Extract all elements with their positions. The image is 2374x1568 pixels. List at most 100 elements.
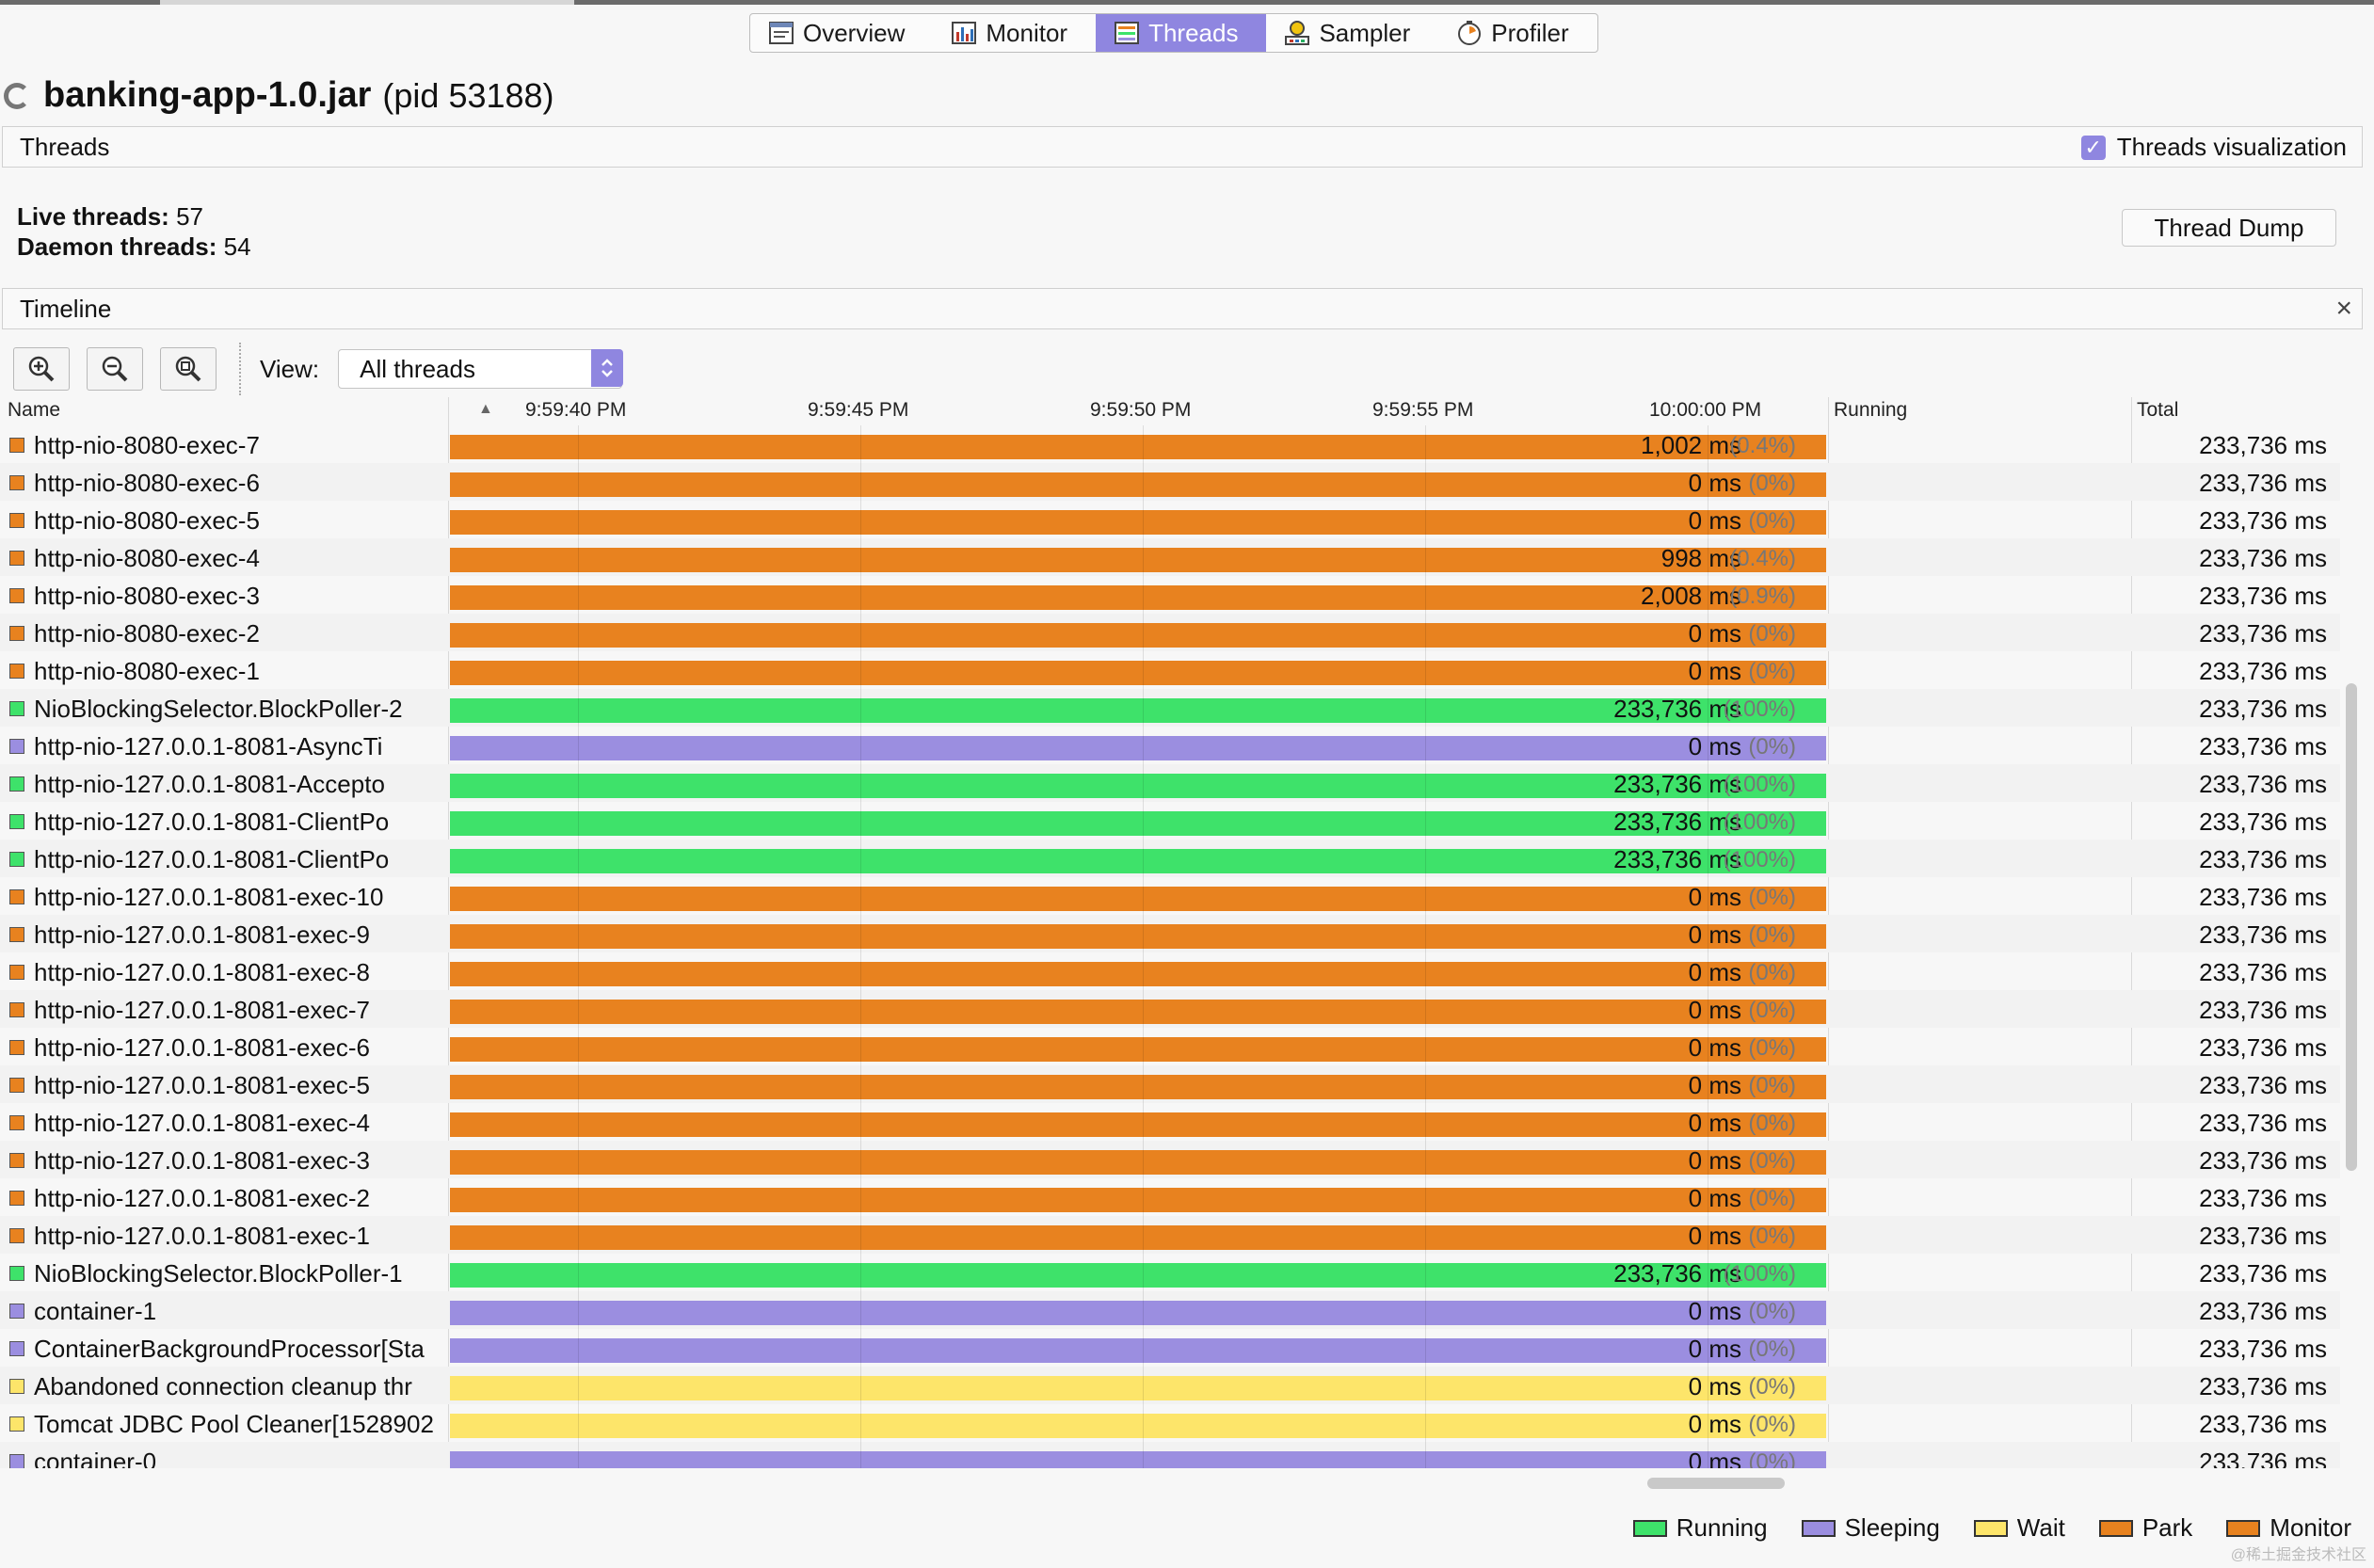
vertical-scrollbar-thumb[interactable] [2346, 683, 2357, 1171]
thread-state-swatch [9, 1379, 24, 1394]
app-pid: (pid 53188) [382, 75, 554, 115]
running-time: 998 ms [1660, 544, 1741, 572]
thread-state-swatch [9, 927, 24, 942]
thread-name: http-nio-127.0.0.1-8081-exec-6 [34, 1033, 371, 1062]
total-time: 233,736 ms [2199, 1109, 2327, 1137]
thread-row[interactable]: container-1 0 ms (0%) 233,736 ms [0, 1291, 2340, 1329]
running-time: 0 ms [1688, 1410, 1741, 1438]
tab-label: Overview [803, 18, 906, 47]
daemon-threads-stat: Daemon threads: 54 [17, 232, 251, 262]
thread-name: http-nio-127.0.0.1-8081-AsyncTi [34, 732, 383, 760]
view-select[interactable]: All threads [338, 349, 624, 389]
thread-row[interactable]: Tomcat JDBC Pool Cleaner[1528902 0 ms (0%)… [0, 1404, 2340, 1442]
running-time: 0 ms [1688, 1109, 1741, 1137]
running-percent: (100%) [1723, 847, 1796, 872]
running-percent: (0%) [1748, 998, 1796, 1023]
thread-state-bar [450, 962, 1826, 986]
time-tick-label: 9:59:45 PM [808, 399, 909, 421]
running-time: 0 ms [1688, 506, 1741, 535]
thread-row[interactable]: http-nio-8080-exec-2 0 ms (0%) 233,736 ms [0, 614, 2340, 651]
zoom-out-button[interactable] [87, 347, 143, 391]
thread-state-swatch [9, 701, 24, 716]
thread-row[interactable]: http-nio-127.0.0.1-8081-exec-7 0 ms (0%) 23… [0, 990, 2340, 1028]
thread-state-bar [450, 1414, 1826, 1438]
thread-state-swatch [9, 889, 24, 904]
legend-swatch [2226, 1519, 2261, 1537]
time-tick-label: 9:59:40 PM [525, 399, 627, 421]
running-percent: (0%) [1748, 734, 1796, 760]
running-percent: (100%) [1723, 809, 1796, 835]
thread-row[interactable]: http-nio-8080-exec-7 1,002 ms (0.4%) 233,73… [0, 425, 2340, 463]
threads-visualization-checkbox[interactable]: ✓ Threads visualization [2080, 133, 2347, 162]
thread-state-swatch [9, 1266, 24, 1281]
horizontal-scrollbar[interactable] [1647, 1478, 1785, 1489]
running-percent: (0.9%) [1729, 584, 1796, 609]
thread-row[interactable]: http-nio-8080-exec-6 0 ms (0%) 233,736 ms [0, 463, 2340, 501]
thread-row[interactable]: ContainerBackgroundProcessor[Sta 0 ms (0%)… [0, 1329, 2340, 1367]
zoom-in-button[interactable] [13, 347, 70, 391]
thread-state-swatch [9, 1078, 24, 1093]
thread-row[interactable]: http-nio-127.0.0.1-8081-exec-6 0 ms (0%) 23… [0, 1028, 2340, 1065]
column-header-name[interactable]: Name [8, 399, 61, 421]
time-tick-label: 10:00:00 PM [1649, 399, 1762, 421]
thread-name: http-nio-8080-exec-2 [34, 619, 260, 648]
thread-name: NioBlockingSelector.BlockPoller-2 [34, 695, 403, 723]
column-header-running[interactable]: Running [1834, 399, 1908, 421]
running-time: 0 ms [1688, 1297, 1741, 1325]
thread-row[interactable]: http-nio-127.0.0.1-8081-ClientPo 233,736 … [0, 802, 2340, 840]
thread-row[interactable]: http-nio-127.0.0.1-8081-ClientPo 233,736 … [0, 840, 2340, 877]
thread-row[interactable]: http-nio-8080-exec-4 998 ms (0.4%) 233,736 … [0, 538, 2340, 576]
zoom-out-icon [102, 356, 128, 382]
running-time: 0 ms [1688, 1335, 1741, 1363]
thread-row[interactable]: http-nio-8080-exec-1 0 ms (0%) 233,736 ms [0, 651, 2340, 689]
thread-row[interactable]: http-nio-8080-exec-3 2,008 ms (0.9%) 233,73… [0, 576, 2340, 614]
total-time: 233,736 ms [2199, 1033, 2327, 1062]
thread-row[interactable]: http-nio-127.0.0.1-8081-exec-9 0 ms (0%) 23… [0, 915, 2340, 952]
tab-profiler[interactable]: Profiler [1438, 14, 1596, 52]
thread-name: http-nio-8080-exec-3 [34, 582, 260, 610]
running-time: 233,736 ms [1613, 808, 1741, 836]
running-time: 0 ms [1688, 1222, 1741, 1250]
running-time: 0 ms [1688, 920, 1741, 949]
tab-sampler[interactable]: Sampler [1266, 14, 1438, 52]
tab-threads[interactable]: Threads [1096, 14, 1267, 52]
thread-row[interactable]: http-nio-8080-exec-5 0 ms (0%) 233,736 ms [0, 501, 2340, 538]
zoom-fit-button[interactable] [160, 347, 217, 391]
threads-section-header: Threads ✓ Threads visualization [2, 126, 2363, 168]
thread-timeline-table[interactable]: http-nio-8080-exec-7 1,002 ms (0.4%) 233,73… [0, 425, 2340, 1468]
thread-row[interactable]: http-nio-127.0.0.1-8081-exec-4 0 ms (0%) 23… [0, 1103, 2340, 1141]
thread-row[interactable]: NioBlockingSelector.BlockPoller-2 233,736… [0, 689, 2340, 727]
thread-state-bar [450, 924, 1826, 949]
running-time: 0 ms [1688, 732, 1741, 760]
column-header-total[interactable]: Total [2137, 399, 2179, 421]
thread-state-swatch [9, 1228, 24, 1243]
thread-row[interactable]: http-nio-127.0.0.1-8081-exec-8 0 ms (0%) 23… [0, 952, 2340, 990]
thread-state-swatch [9, 1191, 24, 1206]
thread-dump-button[interactable]: Thread Dump [2122, 209, 2336, 247]
thread-row[interactable]: Abandoned connection cleanup thr 0 ms (0%)… [0, 1367, 2340, 1404]
thread-row[interactable]: http-nio-127.0.0.1-8081-exec-10 0 ms (0%) 2… [0, 877, 2340, 915]
thread-row[interactable]: http-nio-127.0.0.1-8081-exec-3 0 ms (0%) 23… [0, 1141, 2340, 1178]
thread-state-swatch [9, 551, 24, 566]
tab-overview[interactable]: Overview [750, 14, 933, 52]
close-icon[interactable]: × [2335, 293, 2352, 324]
legend-label: Sleeping [1844, 1513, 1940, 1542]
running-percent: (0.4%) [1729, 433, 1796, 458]
thread-row[interactable]: http-nio-127.0.0.1-8081-exec-5 0 ms (0%) 23… [0, 1065, 2340, 1103]
thread-row[interactable]: http-nio-127.0.0.1-8081-AsyncTi 0 ms (0%) 2… [0, 727, 2340, 764]
overview-icon [767, 20, 795, 46]
thread-row[interactable]: http-nio-127.0.0.1-8081-exec-2 0 ms (0%) 23… [0, 1178, 2340, 1216]
thread-state-bar [450, 1451, 1826, 1468]
thread-row[interactable]: container-0 0 ms (0%) 233,736 ms [0, 1442, 2340, 1468]
running-percent: (0%) [1748, 471, 1796, 496]
thread-row[interactable]: NioBlockingSelector.BlockPoller-1 233,736… [0, 1254, 2340, 1291]
thread-row[interactable]: http-nio-127.0.0.1-8081-Accepto 233,736 m… [0, 764, 2340, 802]
thread-name: http-nio-8080-exec-7 [34, 431, 260, 459]
tab-monitor[interactable]: Monitor [933, 14, 1096, 52]
thread-row[interactable]: http-nio-127.0.0.1-8081-exec-1 0 ms (0%) 23… [0, 1216, 2340, 1254]
thread-name: NioBlockingSelector.BlockPoller-1 [34, 1259, 403, 1288]
running-time: 0 ms [1688, 1146, 1741, 1175]
thread-state-bar [450, 661, 1826, 685]
thread-state-bar [450, 510, 1826, 535]
running-percent: (0%) [1748, 659, 1796, 684]
